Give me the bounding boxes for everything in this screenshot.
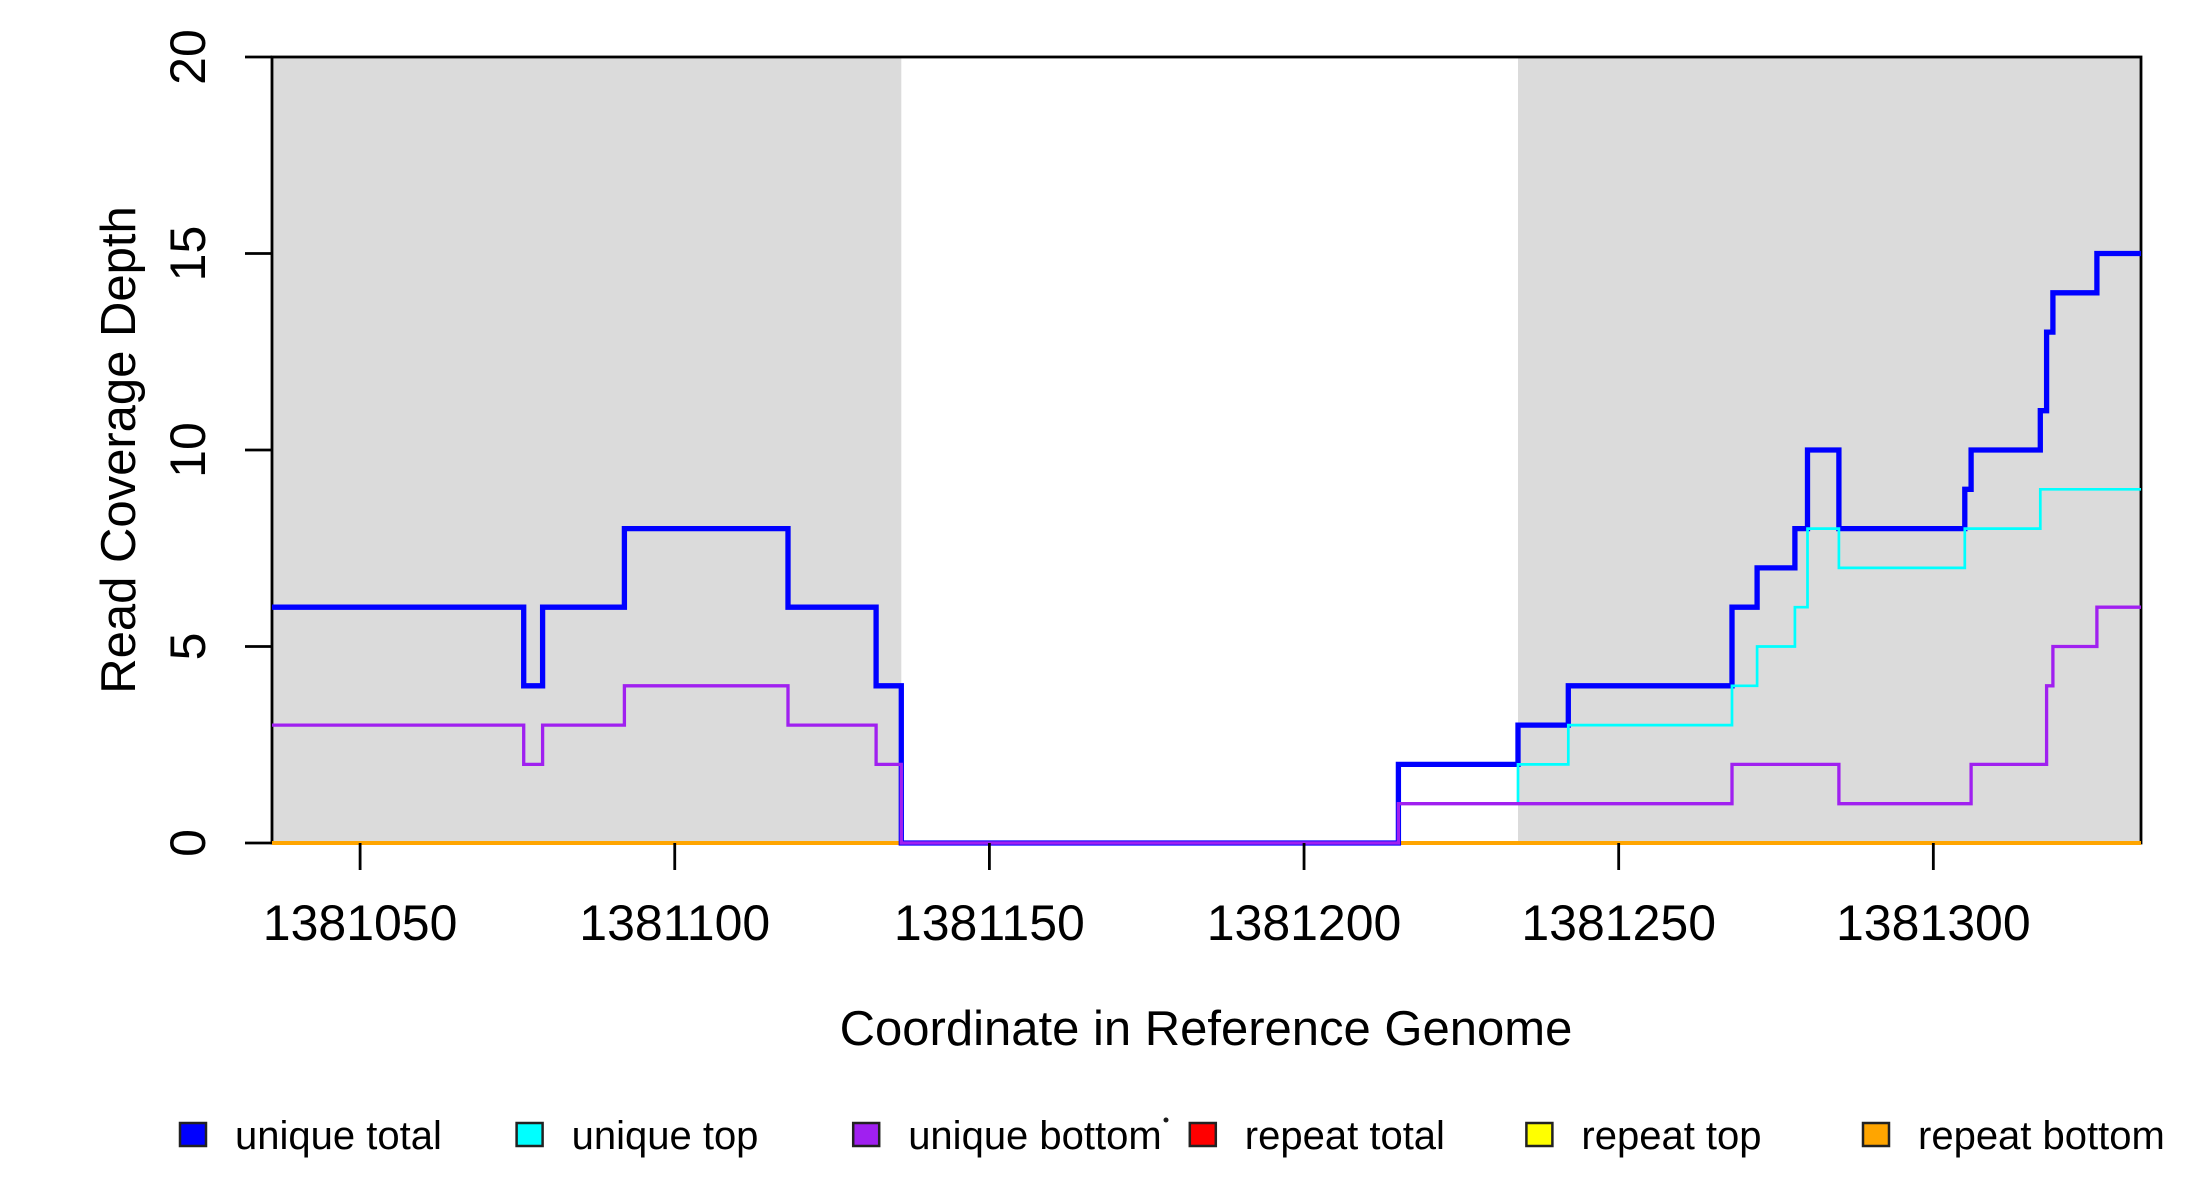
x-tick-label-1381150: 1381150 <box>894 895 1085 951</box>
y-tick-label-0: 0 <box>160 829 216 857</box>
series-line-unique-total <box>272 250 2141 846</box>
x-tick-label-1381300: 1381300 <box>1836 895 2031 951</box>
y-tick-label-20: 20 <box>160 29 216 85</box>
legend-swatch-repeat-bottom <box>1861 1121 1891 1148</box>
legend: unique total unique top unique bottom repea… <box>178 1114 2165 1158</box>
legend-label-unique-top: unique top <box>572 1114 759 1158</box>
legend-swatch-unique-total <box>178 1121 208 1148</box>
y-tick-label-10: 10 <box>160 422 216 478</box>
series-line-unique-bottom <box>272 605 2141 845</box>
x-tick-label-1381250: 1381250 <box>1521 895 1716 951</box>
legend-label-unique-total: unique total <box>235 1114 442 1158</box>
legend-label-unique-bottom: unique bottom <box>908 1114 1162 1158</box>
stray-dot <box>1163 1117 1169 1123</box>
unique-region-left <box>272 57 902 843</box>
legend-swatch-repeat-top <box>1525 1121 1554 1148</box>
legend-label-repeat-total: repeat total <box>1245 1114 1445 1158</box>
legend-swatch-unique-top <box>515 1121 544 1148</box>
y-tick-label-5: 5 <box>160 633 216 661</box>
x-tick-label-1381050: 1381050 <box>263 895 458 951</box>
y-tick-label-15: 15 <box>160 226 216 282</box>
x-tick-label-1381100: 1381100 <box>579 895 770 951</box>
legend-label-repeat-bottom: repeat bottom <box>1918 1114 2165 1158</box>
legend-swatch-repeat-total <box>1188 1121 1218 1148</box>
y-axis-title: Read Coverage Depth <box>92 206 146 694</box>
x-tick-label-1381200: 1381200 <box>1207 895 1402 951</box>
x-axis-title: Coordinate in Reference Genome <box>840 1002 1573 1056</box>
legend-label-repeat-top: repeat top <box>1581 1114 1761 1158</box>
legend-swatch-unique-bottom <box>851 1121 881 1148</box>
